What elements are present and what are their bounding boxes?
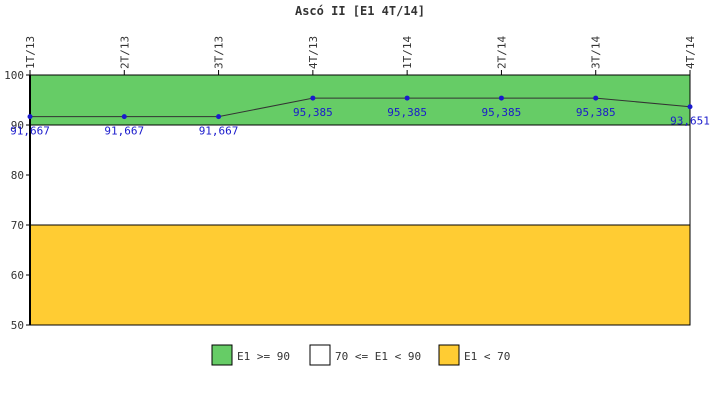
chart-title: Ascó II [E1 4T/14] <box>295 4 425 18</box>
data-label: 95,385 <box>576 106 616 119</box>
data-label: 91,667 <box>199 125 239 138</box>
y-tick-label: 60 <box>11 269 24 282</box>
legend: E1 >= 90 70 <= E1 < 90 E1 < 70 <box>211 344 510 366</box>
data-point <box>216 114 222 120</box>
legend-label: E1 >= 90 <box>237 350 290 363</box>
x-tick-label: 3T/13 <box>213 36 226 69</box>
data-point <box>498 95 504 101</box>
data-point <box>593 95 599 101</box>
data-label: 95,385 <box>387 106 427 119</box>
x-tick-label: 1T/14 <box>401 36 414 69</box>
data-label: 91,667 <box>10 125 50 138</box>
x-tick-label: 4T/13 <box>307 36 320 69</box>
band-1 <box>29 124 691 226</box>
x-tick-label: 1T/13 <box>24 36 37 69</box>
data-point <box>121 114 127 120</box>
legend-label: 70 <= E1 < 90 <box>335 350 421 363</box>
data-label: 93,651 <box>670 115 710 128</box>
x-tick-label: 4T/14 <box>684 36 697 69</box>
data-point <box>27 114 33 120</box>
y-tick-label: 90 <box>11 119 24 132</box>
x-tick-label: 2T/13 <box>118 36 131 69</box>
series-layer: 91,667 91,667 91,667 95,385 95,385 95,385 95,3… <box>10 95 710 138</box>
y-tick-label: 70 <box>11 219 24 232</box>
data-label: 91,667 <box>104 125 144 138</box>
y-tick-label: 50 <box>11 319 24 332</box>
x-tick-label: 3T/14 <box>590 36 603 69</box>
data-point <box>310 95 316 101</box>
data-point <box>687 104 693 110</box>
data-point <box>404 95 410 101</box>
y-tick-label: 80 <box>11 169 24 182</box>
y-tick-label: 100 <box>4 69 24 82</box>
legend-swatch <box>211 344 233 366</box>
legend-swatch <box>309 344 331 366</box>
data-label: 95,385 <box>482 106 522 119</box>
x-tick-label: 2T/14 <box>495 36 508 69</box>
series-line <box>30 97 691 118</box>
legend-swatch <box>438 344 460 366</box>
legend-label: E1 < 70 <box>464 350 510 363</box>
data-label: 95,385 <box>293 106 333 119</box>
band-2 <box>29 224 691 326</box>
bands-layer <box>29 74 691 326</box>
